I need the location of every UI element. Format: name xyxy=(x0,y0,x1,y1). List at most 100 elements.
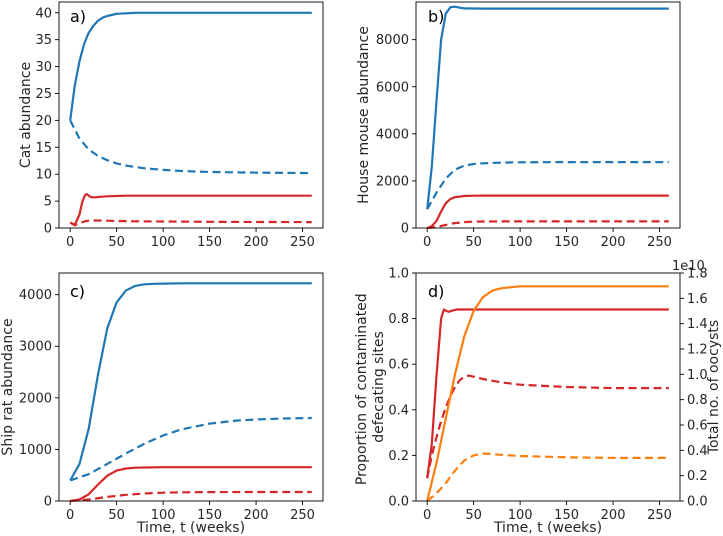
series-line-red-solid xyxy=(426,194,669,230)
y-tick: 0.8 xyxy=(388,312,416,327)
y-tick: 40 xyxy=(35,6,59,21)
panel-label: d) xyxy=(428,282,444,301)
series-line-red-dashed xyxy=(427,220,669,230)
x-tick: 0 xyxy=(66,228,74,250)
y-tick-label: 0 xyxy=(401,222,409,237)
right-y-tick: 1.4 xyxy=(680,317,708,332)
right-y-tick-label: 0.8 xyxy=(687,393,708,408)
x-tick-label: 0 xyxy=(66,508,74,523)
right-y-axis-label: Total no. of oocysts xyxy=(706,320,722,455)
x-tick-label: 150 xyxy=(197,508,222,523)
plot-frame xyxy=(58,1,324,229)
series-line-blue-dashed xyxy=(69,416,312,482)
x-tick: 250 xyxy=(647,501,672,523)
y-tick: 0.2 xyxy=(388,449,416,464)
series-line-blue-dashed xyxy=(426,161,669,210)
series-line-blue-solid xyxy=(69,11,312,121)
x-tick-label: 50 xyxy=(108,235,125,250)
y-tick: 8000 xyxy=(376,33,416,48)
x-tick: 100 xyxy=(508,228,533,250)
plot-frame xyxy=(58,272,324,502)
x-tick-label: 50 xyxy=(108,508,125,523)
right-y-tick-label: 1.0 xyxy=(687,368,708,383)
x-axis-label: Time, t (weeks) xyxy=(493,520,602,536)
y-tick-label: 6000 xyxy=(376,80,409,95)
y-axis-label: Proportion of contaminated defecating si… xyxy=(354,289,387,485)
y-tick: 25 xyxy=(35,87,59,102)
series-line-blue-solid xyxy=(426,5,669,210)
y-tick: 0 xyxy=(44,222,59,237)
x-tick: 150 xyxy=(197,228,222,250)
x-tick: 200 xyxy=(244,228,268,250)
right-y-tick: 0.2 xyxy=(680,469,708,484)
right-y-tick-label: 1.4 xyxy=(687,317,708,332)
panel-b-house-mouse-abundance: 0 50 100 150 200 250 0 2000 4000 6000 8000 b) Hous… xyxy=(356,1,681,250)
x-tick-label: 100 xyxy=(151,235,176,250)
y-axis-label-line-2: defecating sites xyxy=(371,331,387,443)
y-tick-label: 0.8 xyxy=(388,312,409,327)
series-line-red-solid xyxy=(70,466,312,503)
series-line-blue-dashed xyxy=(69,119,312,175)
y-tick-label: 5 xyxy=(44,195,52,210)
y-axis-label: Cat abundance xyxy=(18,62,34,168)
x-tick: 150 xyxy=(554,501,579,523)
right-y-tick: 1.2 xyxy=(680,343,708,358)
y-tick-label: 30 xyxy=(35,60,52,75)
x-tick-label: 100 xyxy=(508,508,533,523)
y-tick-label: 2000 xyxy=(376,174,409,189)
x-tick-label: 200 xyxy=(244,508,269,523)
y-tick: 20 xyxy=(35,114,59,129)
right-y-tick-label: 1.6 xyxy=(687,292,708,307)
x-tick-label: 250 xyxy=(647,508,672,523)
right-y-tick: 0.8 xyxy=(680,393,708,408)
y-tick: 3000 xyxy=(19,340,59,355)
x-tick: 0 xyxy=(423,501,431,523)
right-y-tick-label: 1.2 xyxy=(687,343,708,358)
right-y-tick: 0.0 xyxy=(680,495,708,510)
y-tick-label: 35 xyxy=(35,33,52,48)
y-axis-label: House mouse abundance xyxy=(356,26,372,204)
y-tick-label: 4000 xyxy=(19,288,52,303)
x-tick: 200 xyxy=(244,501,269,523)
x-tick: 0 xyxy=(66,501,74,523)
y-tick: 4000 xyxy=(19,288,59,303)
right-y-tick-label: 0.0 xyxy=(687,495,708,510)
panel-label: c) xyxy=(70,282,85,301)
x-tick-label: 50 xyxy=(465,235,482,250)
x-tick: 150 xyxy=(197,501,222,523)
y-tick: 2000 xyxy=(19,391,59,406)
series-line-red-solid xyxy=(426,308,669,479)
y-tick-label: 2000 xyxy=(19,391,52,406)
plot-frame xyxy=(415,272,681,502)
series-line-red-dashed xyxy=(70,490,312,503)
y-tick-label: 0 xyxy=(44,222,52,237)
y-tick-label: 0.0 xyxy=(388,495,409,510)
right-axis-scale-label: 1e10 xyxy=(672,259,705,274)
y-tick: 1.0 xyxy=(388,267,416,282)
right-y-tick: 1.6 xyxy=(680,292,708,307)
panel-a-cat-abundance: 0 50 100 150 200 250 0 5 10 15 20 25 30 35 40 a) Cat a… xyxy=(18,1,324,250)
y-tick-label: 0.2 xyxy=(388,449,409,464)
x-tick: 100 xyxy=(151,228,176,250)
panel-label: b) xyxy=(428,7,444,26)
plot-frame xyxy=(415,1,681,229)
series-line-red-dashed xyxy=(426,374,669,479)
x-tick-label: 50 xyxy=(465,508,482,523)
x-tick: 200 xyxy=(601,501,625,523)
x-tick-label: 250 xyxy=(647,235,672,250)
right-y-tick-label: 0.6 xyxy=(687,419,708,434)
y-tick: 0.4 xyxy=(388,403,416,418)
x-tick: 50 xyxy=(465,228,482,250)
x-tick: 100 xyxy=(508,501,533,523)
x-tick-label: 0 xyxy=(423,508,431,523)
x-tick: 50 xyxy=(108,501,125,523)
x-tick: 50 xyxy=(465,501,482,523)
series-line-orange-dashed xyxy=(426,452,669,502)
y-tick-label: 8000 xyxy=(376,33,409,48)
right-y-tick-label: 0.2 xyxy=(687,469,708,484)
x-tick: 250 xyxy=(647,228,672,250)
y-axis-label: Ship rat abundance xyxy=(0,318,16,455)
series-line-blue-solid xyxy=(69,282,312,481)
panel-label: a) xyxy=(70,7,86,26)
